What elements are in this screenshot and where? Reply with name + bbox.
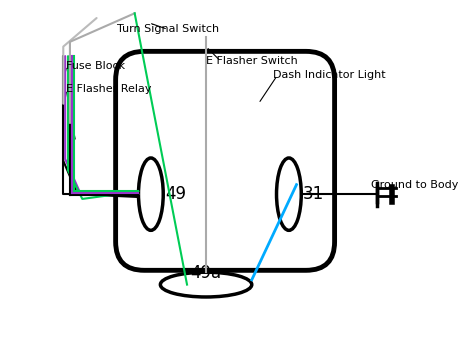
Text: E Flasher Switch: E Flasher Switch bbox=[206, 56, 298, 66]
Text: Ground to Body: Ground to Body bbox=[371, 180, 458, 190]
FancyBboxPatch shape bbox=[116, 51, 335, 270]
Ellipse shape bbox=[138, 158, 163, 230]
Text: Fuse Block: Fuse Block bbox=[66, 61, 125, 71]
Text: 49: 49 bbox=[165, 185, 186, 203]
Text: 31: 31 bbox=[303, 185, 324, 203]
Text: Turn Signal Switch: Turn Signal Switch bbox=[117, 24, 219, 34]
Text: Dash Indicator Light: Dash Indicator Light bbox=[273, 70, 385, 80]
Ellipse shape bbox=[276, 158, 301, 230]
Text: E Flasher Relay: E Flasher Relay bbox=[66, 84, 152, 94]
Text: 49a: 49a bbox=[191, 264, 222, 282]
Ellipse shape bbox=[160, 272, 252, 297]
